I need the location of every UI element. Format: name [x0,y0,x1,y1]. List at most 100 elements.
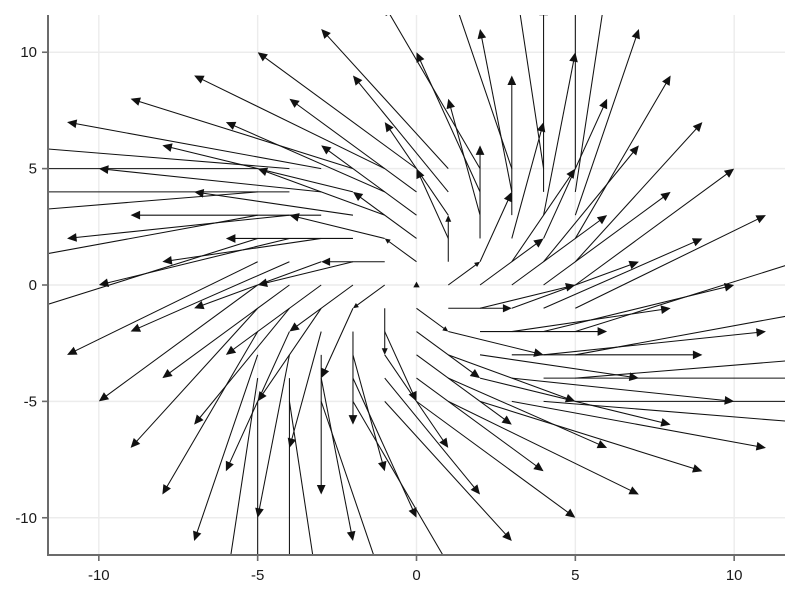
arrow-shaft [480,33,513,192]
vector-arrow [511,215,608,286]
arrow-shaft [102,284,258,399]
arrow-head [469,368,481,379]
arrow-head [162,256,173,265]
vector-arrow [447,261,481,286]
arrow-head [474,261,481,268]
vector-arrow [67,261,258,355]
vector-arrow [416,307,449,332]
vector-arrow [413,281,420,288]
arrow-shaft [574,33,638,216]
arrow-shaft [416,400,572,516]
arrow-head [533,462,544,472]
arrow-head [162,484,171,495]
arrow-shaft [479,241,540,286]
vector-arrow [48,191,258,210]
arrow-head [257,52,268,62]
arrow-shaft [575,265,785,333]
arrow-shaft [448,400,635,493]
arrow-head [533,238,544,248]
vector-arrow [543,98,608,239]
arrow-head [502,531,512,542]
axis-frame [47,15,785,556]
vector-arrow [255,354,290,518]
vector-arrow [507,75,517,216]
arrow-shaft [322,308,354,374]
arrow-shaft [166,284,290,376]
x-tick-label: 0 [412,567,420,584]
arrow-head [225,460,234,472]
y-tick-label: 10 [20,44,37,61]
vector-arrow [289,98,417,193]
arrow-head [289,322,300,332]
arrow-shaft [574,79,669,239]
vector-arrow [257,167,385,216]
arrow-head [724,396,735,405]
vector-arrow [416,331,481,379]
vector-arrow [98,237,290,287]
vector-arrow [543,238,703,309]
vector-arrow [194,307,290,425]
arrow-head [67,119,78,129]
arrow-shaft [511,263,635,309]
arrow-head [470,484,481,495]
vector-arrow [352,354,387,472]
arrow-head [98,278,110,287]
arrow-head [408,390,417,402]
arrow-shaft [294,215,385,239]
vector-arrow [162,143,354,193]
arrow-shaft [519,15,545,169]
vector-arrow [574,15,603,192]
arrow-shaft [543,285,730,333]
arrow-shaft [479,285,571,309]
arrow-head [692,350,703,360]
arrow-head [130,323,142,332]
arrow-shaft [574,15,603,192]
vector-arrow [384,377,481,495]
arrow-shaft [288,401,314,555]
arrow-shaft [511,172,573,263]
arrow-shaft [261,54,417,170]
arrow-head [692,464,703,473]
vector-arrow [48,191,290,193]
arrow-shaft [479,400,698,471]
vector-arrow [352,191,417,239]
arrow-head [507,75,517,86]
vector-arrow [320,378,356,542]
arrow-head [533,348,544,357]
arrow-head [413,281,420,288]
arrow-head [692,122,703,133]
arrow-head [385,15,388,17]
vector-arrow [479,238,544,286]
arrow-shaft [293,284,354,329]
arrow-shaft [418,56,481,193]
vector-arrow [98,284,258,402]
vector-arrow [162,284,290,379]
arrow-head [162,368,173,379]
tick-labels: -10 -5 0 5 10 -10 -5 0 5 10 [15,44,742,584]
arrow-head [723,283,735,292]
vector-arrow [445,215,452,262]
vector-arrow [130,261,290,332]
arrow-head [660,305,671,314]
vector-arrow [352,284,386,309]
arrow-head [503,191,512,203]
arrow-shaft [416,377,540,469]
arrow-head [257,278,268,287]
arrow-shaft [543,240,698,309]
vector-arrow [384,331,417,402]
vector-arrow [130,210,322,220]
arrow-shaft [324,32,449,169]
vector-arrow [511,260,639,309]
arrow-head [502,304,512,313]
vector-arrow [479,191,512,262]
arrow-head [475,145,485,155]
arrow-shaft [479,354,634,378]
arrow-shaft [416,354,508,422]
vector-arrow [543,328,766,356]
vector-arrow [543,377,785,379]
arrow-head [596,215,608,225]
vector-arrow [321,308,354,379]
